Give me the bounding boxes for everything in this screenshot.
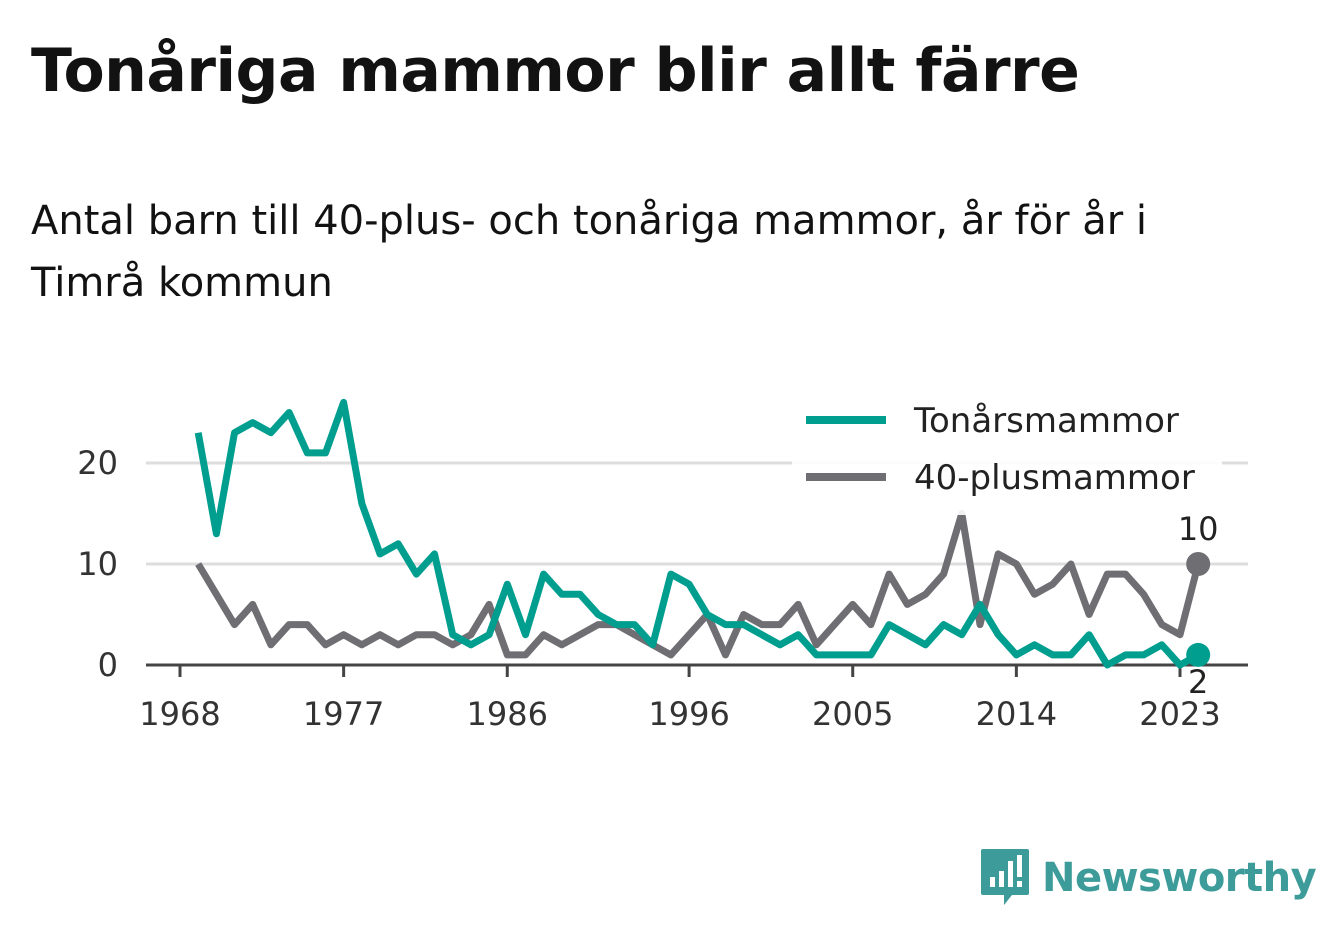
- chart-subtitle: Antal barn till 40-plus- och tonåriga ma…: [31, 198, 1148, 306]
- y-tick-label: 10: [77, 545, 118, 583]
- legend-background: [792, 395, 1222, 515]
- end-marker: [1186, 642, 1211, 667]
- x-tick-label: 2005: [812, 695, 893, 733]
- x-tick-label: 1996: [648, 695, 729, 733]
- y-axis: 0 10 20: [77, 444, 118, 684]
- end-marker: [1186, 552, 1211, 576]
- y-tick-label: 0: [98, 646, 118, 684]
- end-markers: 10 2: [1178, 510, 1219, 701]
- brand-logo: Newsworthy: [980, 846, 1317, 910]
- end-value-label: 2: [1188, 663, 1208, 701]
- newsworthy-logo-icon: [981, 849, 1029, 905]
- x-tick-label: 2023: [1139, 695, 1220, 733]
- y-tick-label: 20: [77, 444, 118, 482]
- end-value-label: 10: [1178, 510, 1219, 548]
- series-line-ton-rsmammor: [194, 398, 1200, 669]
- series-line-40-plusmammor: [195, 510, 1202, 659]
- legend-label: 40-plusmammor: [914, 458, 1195, 498]
- brand-name: Newsworthy: [1042, 855, 1317, 901]
- x-tick-label: 1986: [467, 695, 548, 733]
- chart-title: Tonåriga mammor blir allt färre: [31, 36, 1080, 106]
- series-lines: [194, 398, 1202, 669]
- legend-label: Tonårsmammor: [913, 401, 1179, 441]
- x-tick-label: 1968: [139, 695, 220, 733]
- x-tick-label: 2014: [976, 695, 1057, 733]
- legend: Tonårsmammor 40-plusmammor: [792, 395, 1222, 515]
- x-tick-label: 1977: [303, 695, 384, 733]
- x-axis: 1968 1977 1986 1996 2005 2014 2023: [139, 663, 1248, 733]
